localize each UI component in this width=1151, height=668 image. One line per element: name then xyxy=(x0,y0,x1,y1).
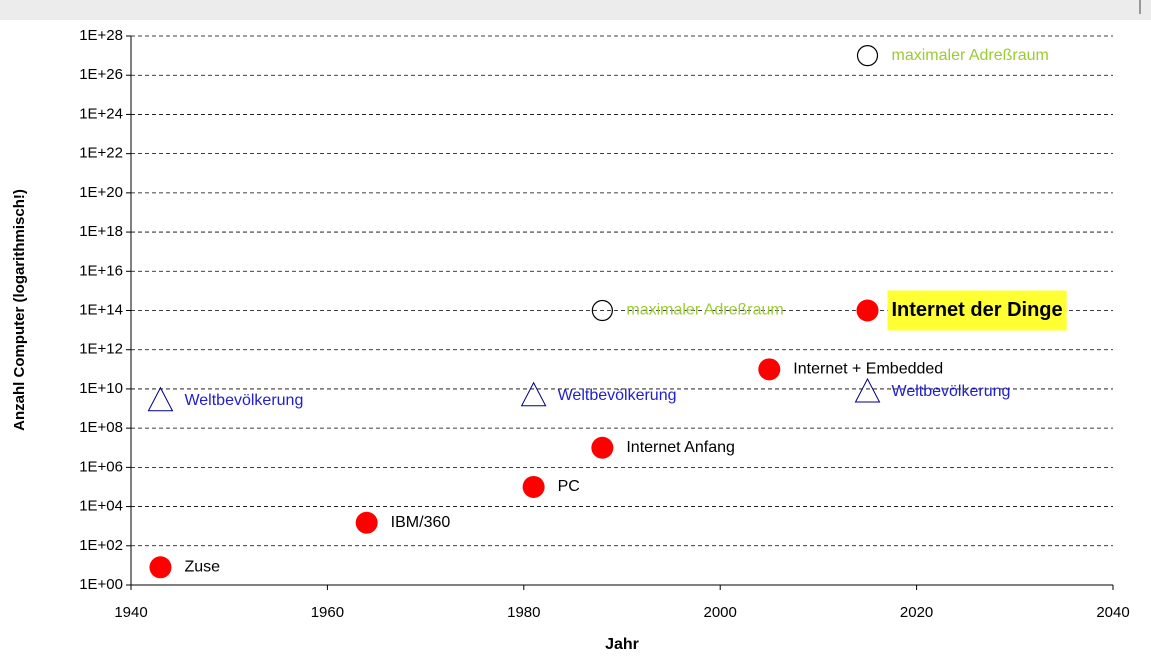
point-label: PC xyxy=(558,478,580,495)
point-label: Internet der Dinge xyxy=(892,299,1063,321)
y-tick-label: 1E+04 xyxy=(79,498,123,515)
y-axis-label: Anzahl Computer (logarithmisch!) xyxy=(11,189,28,431)
point-label: Internet + Embedded xyxy=(793,361,943,378)
x-tick-label: 1980 xyxy=(507,604,540,621)
point-label: Weltbevölkerung xyxy=(184,392,303,409)
point-label: Weltbevölkerung xyxy=(892,383,1011,400)
point-label: Weltbevölkerung xyxy=(558,387,677,404)
y-tick-label: 1E+02 xyxy=(79,537,123,554)
point xyxy=(591,299,613,322)
point xyxy=(591,436,614,459)
point xyxy=(854,377,881,403)
x-tick-label: 2040 xyxy=(1096,604,1129,621)
point-label: maximaler Adreßraum xyxy=(626,302,783,319)
point xyxy=(147,386,174,412)
y-tick-label: 1E+24 xyxy=(79,105,123,122)
x-tick-label: 2000 xyxy=(704,604,737,621)
point-label: Zuse xyxy=(184,559,220,576)
y-tick-label: 1E+08 xyxy=(79,419,123,436)
point xyxy=(520,381,547,407)
y-tick-label: 1E+18 xyxy=(79,223,123,240)
y-tick-label: 1E+12 xyxy=(79,341,123,358)
point-label: Internet Anfang xyxy=(626,439,735,456)
y-tick-label: 1E+16 xyxy=(79,262,123,279)
y-tick-label: 1E+20 xyxy=(79,184,123,201)
point xyxy=(522,475,545,498)
y-tick-label: 1E+10 xyxy=(79,380,123,397)
x-tick-label: 1940 xyxy=(114,604,147,621)
x-tick-label: 1960 xyxy=(311,604,344,621)
point xyxy=(149,556,172,579)
y-tick-label: 1E+26 xyxy=(79,66,123,83)
toolbar-strip xyxy=(0,0,1151,20)
point xyxy=(758,358,781,381)
y-tick-label: 1E+22 xyxy=(79,145,123,162)
point xyxy=(856,45,879,67)
y-tick-label: 1E+00 xyxy=(79,576,123,593)
point xyxy=(856,299,879,322)
point xyxy=(355,511,378,534)
y-tick-label: 1E+14 xyxy=(79,301,123,318)
x-axis-label: Jahr xyxy=(605,636,639,653)
y-tick-label: 1E+28 xyxy=(79,27,123,44)
x-tick-label: 2020 xyxy=(900,604,933,621)
label-highlight xyxy=(887,290,1067,331)
point-label: IBM/360 xyxy=(391,514,451,531)
y-tick-label: 1E+06 xyxy=(79,458,123,475)
point-label: maximaler Adreßraum xyxy=(892,47,1049,64)
